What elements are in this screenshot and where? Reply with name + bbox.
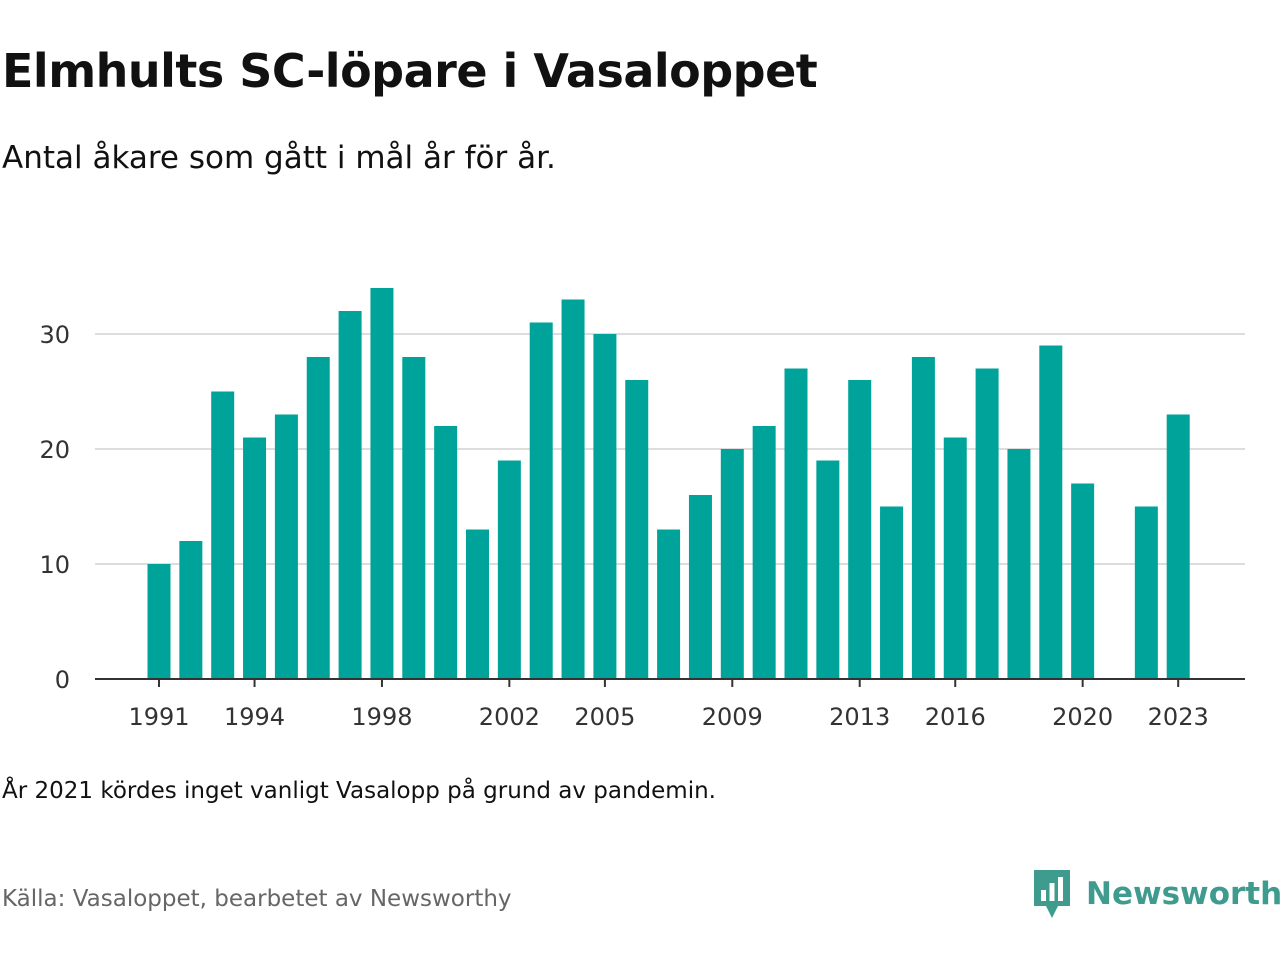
bar-2004 — [561, 299, 585, 679]
x-tick-label: 1994 — [224, 703, 285, 731]
bar-2019 — [1039, 345, 1063, 679]
x-tick-label: 2023 — [1148, 703, 1209, 731]
x-tick-label: 2009 — [702, 703, 763, 731]
bar-2016 — [943, 437, 967, 679]
bars — [147, 288, 1190, 679]
bar-2015 — [911, 357, 935, 679]
bar-2020 — [1071, 483, 1095, 679]
bar-2018 — [1007, 449, 1031, 679]
newsworthy-logo-icon — [1034, 870, 1070, 918]
bar-2003 — [529, 322, 553, 679]
bar-2011 — [784, 368, 808, 679]
bar-2023 — [1166, 414, 1190, 679]
x-tick-label: 2005 — [574, 703, 635, 731]
bar-1994 — [243, 437, 267, 679]
chart-note: År 2021 kördes inget vanligt Vasalopp på… — [2, 778, 716, 804]
bar-1992 — [179, 541, 203, 679]
bar-2014 — [880, 506, 904, 679]
x-tick-label: 1998 — [351, 703, 412, 731]
x-tick-label: 2002 — [479, 703, 540, 731]
bar-1998 — [370, 288, 394, 679]
bar-2009 — [720, 449, 744, 679]
bar-2002 — [497, 460, 521, 679]
bar-1997 — [338, 311, 362, 679]
x-tick-label: 2013 — [829, 703, 890, 731]
bar-2012 — [816, 460, 840, 679]
bar-chart: 0 10 20 30 1991 1994 1998 2002 2005 2009 2013 2016 2… — [39, 288, 1245, 731]
bar-1993 — [211, 391, 235, 679]
y-tick-label: 30 — [39, 321, 70, 349]
y-tick-label: 20 — [39, 436, 70, 464]
y-tick-label: 0 — [55, 666, 70, 694]
chart-title: Elmhults SC-löpare i Vasaloppet — [2, 44, 818, 98]
bar-1996 — [306, 357, 330, 679]
x-tick-label: 2016 — [925, 703, 986, 731]
bar-2007 — [657, 529, 681, 679]
y-tick-label: 10 — [39, 551, 70, 579]
chart-subtitle: Antal åkare som gått i mål år för år. — [2, 140, 556, 176]
source-credit: Källa: Vasaloppet, bearbetet av Newswort… — [2, 886, 512, 912]
axes: 0 10 20 30 1991 1994 1998 2002 2005 2009 2013 2016 2… — [39, 321, 1245, 731]
bar-2001 — [466, 529, 489, 679]
x-tick-label: 2020 — [1052, 703, 1113, 731]
bar-1995 — [274, 414, 298, 679]
bar-2008 — [688, 495, 712, 679]
bar-1991 — [147, 564, 171, 679]
brand-name: Newsworthy — [1086, 876, 1280, 912]
bar-1999 — [402, 357, 426, 679]
bar-2006 — [625, 380, 649, 679]
bar-2000 — [434, 426, 458, 679]
x-tick-label: 1991 — [128, 703, 189, 731]
newsworthy-brand: Newsworthy — [1032, 868, 1280, 920]
bar-2005 — [593, 334, 617, 679]
bar-2010 — [752, 426, 776, 679]
bar-2022 — [1134, 506, 1158, 679]
bar-2013 — [848, 380, 872, 679]
bar-2017 — [975, 368, 999, 679]
